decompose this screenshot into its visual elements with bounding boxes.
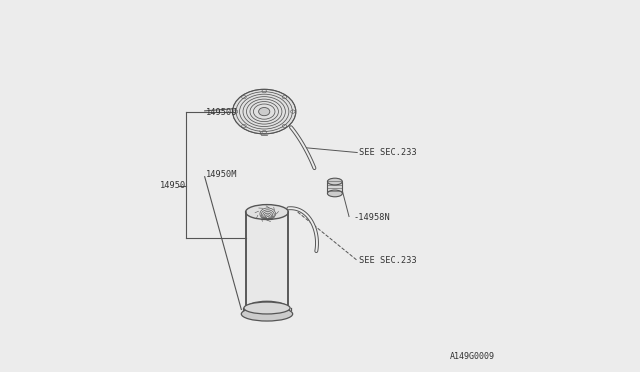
Bar bbox=[246, 212, 289, 309]
Ellipse shape bbox=[246, 205, 289, 219]
Text: SEE SEC.233: SEE SEC.233 bbox=[359, 256, 417, 265]
Text: A149G0009: A149G0009 bbox=[450, 352, 495, 361]
Ellipse shape bbox=[328, 190, 342, 197]
Bar bbox=[328, 182, 342, 193]
Ellipse shape bbox=[244, 302, 290, 314]
Text: SEE SEC.233: SEE SEC.233 bbox=[359, 148, 417, 157]
Ellipse shape bbox=[241, 307, 292, 321]
Text: -14958N: -14958N bbox=[353, 213, 390, 222]
Ellipse shape bbox=[259, 108, 270, 116]
Text: 14950: 14950 bbox=[160, 182, 186, 190]
Ellipse shape bbox=[246, 301, 289, 316]
Ellipse shape bbox=[328, 178, 342, 185]
Text: 14950U: 14950U bbox=[205, 108, 237, 117]
Text: 14950M: 14950M bbox=[205, 170, 237, 179]
Ellipse shape bbox=[232, 89, 296, 134]
